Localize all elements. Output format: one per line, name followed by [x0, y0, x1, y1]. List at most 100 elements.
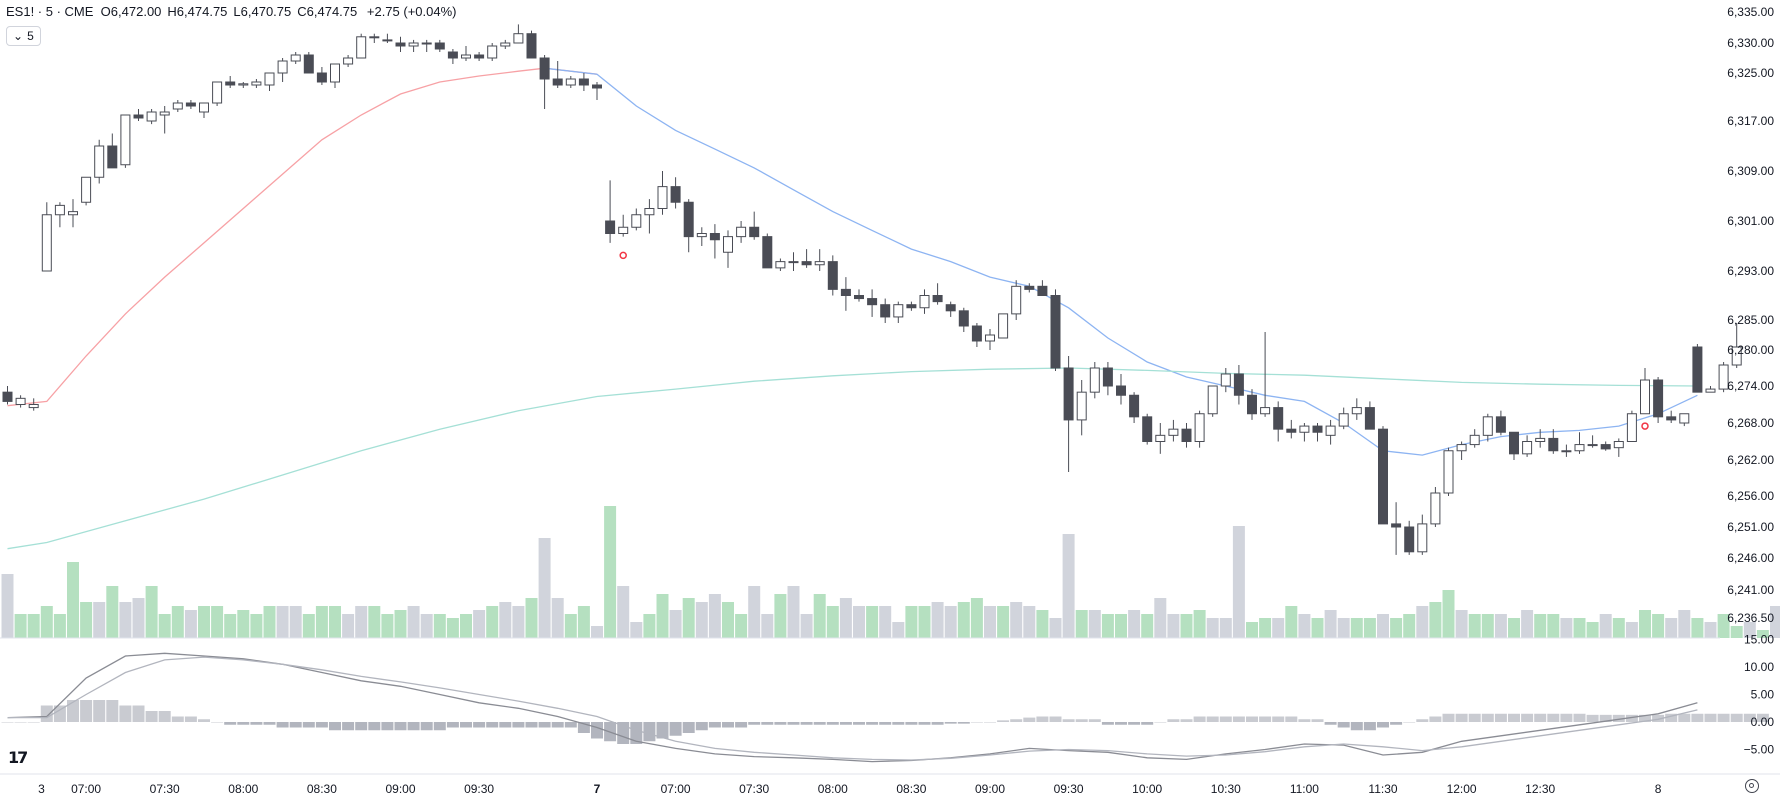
macd-histogram-bar — [1180, 719, 1193, 722]
macd-histogram-bar — [40, 705, 53, 722]
candle — [618, 214, 629, 237]
macd-histogram-bar — [211, 722, 224, 723]
macd-histogram-bar — [564, 722, 577, 728]
volume-bar — [617, 586, 630, 638]
macd-histogram-bar — [198, 719, 210, 722]
settings-gear-icon[interactable] — [1745, 779, 1759, 793]
macd-histogram-bar — [1573, 713, 1586, 722]
candle — [1011, 280, 1022, 320]
macd-histogram-bar — [617, 722, 630, 744]
tradingview-logo-icon[interactable]: 17 — [8, 748, 28, 767]
macd-histogram-bar — [1219, 716, 1232, 722]
volume-bar — [564, 614, 577, 638]
candle — [1312, 423, 1323, 442]
volume-bar — [1, 574, 14, 638]
candle — [932, 283, 943, 305]
volume-bar — [1508, 618, 1520, 638]
price-tick-label: 6,280.00 — [1727, 343, 1774, 357]
macd-histogram-bar — [1272, 716, 1285, 722]
macd-histogram-bar — [1206, 716, 1219, 722]
volume-bar — [970, 598, 983, 638]
macd-histogram-bar — [1429, 716, 1442, 722]
volume-bar — [1363, 618, 1376, 638]
macd-histogram-bar — [1678, 713, 1691, 722]
macd-histogram-bar — [368, 722, 381, 731]
macd-histogram-bar — [394, 722, 407, 731]
price-tick-label: 6,262.00 — [1727, 453, 1774, 467]
volume-bar — [394, 610, 407, 638]
price-axis[interactable]: 6,335.00 6,330.00 6,325.00 6,317.00 6,309.00… — [1727, 5, 1774, 625]
candle — [68, 199, 78, 228]
candle — [1233, 365, 1244, 405]
macd-histogram-bar — [1337, 722, 1350, 728]
macd-histogram-bar — [1521, 713, 1534, 722]
candle — [1653, 377, 1664, 423]
macd-tick-label: −5.00 — [1744, 743, 1775, 757]
macd-histogram-bar — [787, 722, 800, 725]
candle — [28, 398, 39, 411]
candle — [775, 258, 786, 271]
macd-axis[interactable]: 15.00 10.00 5.00 0.00 −5.00 — [1744, 633, 1775, 757]
macd-histogram-bar — [342, 722, 355, 731]
candle — [487, 43, 498, 61]
candle — [395, 36, 406, 52]
candle — [41, 202, 52, 272]
candle — [565, 76, 576, 88]
candle — [644, 199, 655, 234]
volume-bar — [1272, 618, 1285, 638]
macd-histogram-bar — [722, 722, 734, 728]
change-value: +2.75 (+0.04%) — [366, 4, 457, 19]
time-axis[interactable]: 3 07:00 07:30 08:00 08:30 09:00 09:30 7 07:00 07:… — [38, 782, 1662, 796]
candle — [1207, 385, 1218, 417]
candle — [539, 55, 550, 109]
candle — [1430, 487, 1441, 527]
volume-bar — [695, 602, 708, 638]
macd-histogram-bar — [984, 722, 996, 723]
candle — [277, 58, 288, 82]
volume-bar — [211, 606, 224, 638]
candle — [578, 73, 589, 91]
high-value: 6,474.75 — [176, 4, 228, 19]
symbol-title[interactable]: ES1! · 5 · CME — [6, 4, 94, 19]
candle — [1705, 386, 1716, 393]
candle — [1142, 413, 1153, 445]
volume-bar — [1128, 610, 1141, 638]
candle — [893, 301, 904, 323]
macd-histogram-bar — [276, 722, 289, 728]
candle — [513, 24, 524, 44]
candle — [1260, 332, 1271, 417]
candle — [709, 224, 720, 259]
macd-histogram-bar — [53, 705, 66, 722]
macd-histogram-bar — [407, 722, 420, 731]
volume-bar — [224, 614, 237, 638]
macd-histogram-bar — [486, 722, 499, 728]
candle — [408, 39, 419, 52]
candle — [827, 255, 838, 296]
candle — [1155, 423, 1166, 454]
volume-bar — [1219, 618, 1232, 638]
time-tick-label: 08:30 — [896, 782, 926, 796]
ohlc-values: O6,472.00 H6,474.75 L6,470.75 C6,474.75 — [97, 4, 367, 19]
price-tick-label: 6,309.00 — [1727, 164, 1774, 178]
volume-bar — [879, 606, 892, 638]
macd-histogram-bar — [106, 700, 119, 722]
volume-bar — [1206, 618, 1219, 638]
candle — [1679, 413, 1690, 427]
macd-histogram-bar — [1508, 713, 1520, 722]
volume-bar — [1770, 606, 1780, 638]
candle — [526, 30, 537, 59]
candle — [1325, 419, 1336, 445]
macd-histogram-bar — [918, 722, 931, 725]
volume-bar — [302, 614, 315, 638]
time-tick-label: 11:30 — [1368, 782, 1397, 796]
candle — [1050, 289, 1061, 371]
macd-histogram-bar — [1586, 714, 1599, 722]
volume-bar — [433, 614, 446, 638]
volume-bar — [1521, 610, 1534, 638]
candle — [94, 139, 105, 184]
volume-bar — [1193, 610, 1206, 638]
macd-histogram-bar — [289, 722, 302, 728]
indicator-toggle-button[interactable]: ⌄ 5 — [6, 26, 41, 46]
volume-bar — [446, 618, 459, 638]
